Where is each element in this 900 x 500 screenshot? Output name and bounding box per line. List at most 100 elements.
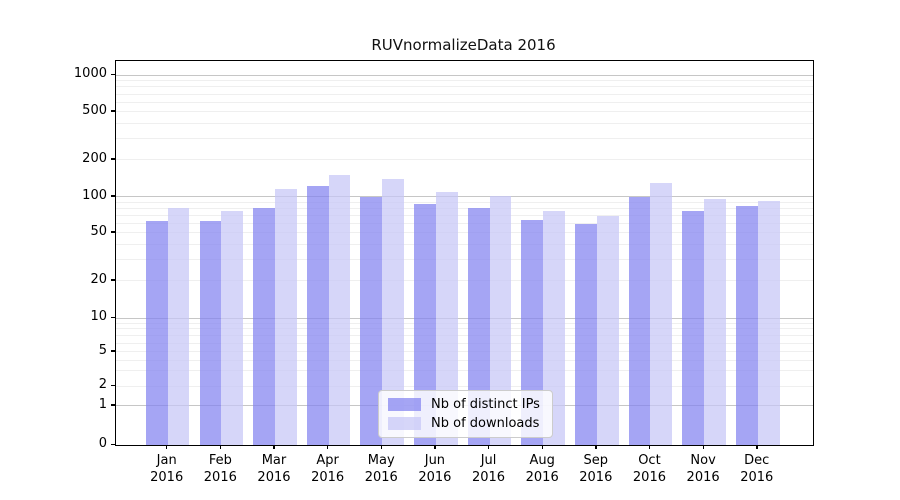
plot-area: Nb of distinct IPs Nb of downloads: [115, 60, 814, 446]
y-tick-50: [111, 231, 115, 233]
gridline-major-10: [116, 317, 813, 319]
legend-swatch-downloads: [388, 417, 421, 430]
bar-distinct-ips-may: [360, 197, 383, 445]
y-tick-label-1000: 1000: [73, 66, 107, 82]
y-tick-label-2: 2: [98, 377, 107, 393]
x-label-year-sep: 2016: [579, 470, 613, 485]
y-tick-1000: [111, 73, 115, 75]
gridline-minor-700: [116, 93, 813, 95]
chart-title: RUVnormalizeData 2016: [371, 36, 556, 54]
y-tick-20: [111, 279, 115, 281]
gridline-minor-7: [116, 334, 813, 336]
gridline-major-100: [116, 196, 813, 198]
x-label-year-jan: 2016: [150, 470, 184, 485]
bar-downloads-aug: [543, 211, 565, 445]
x-tick-label-may: May 2016: [353, 452, 409, 486]
y-tick-label-1: 1: [98, 396, 107, 412]
bar-distinct-ips-sep: [575, 224, 597, 445]
bar-downloads-jun: [435, 191, 458, 445]
x-label-year-dec: 2016: [740, 470, 774, 485]
x-label-year-oct: 2016: [632, 470, 666, 485]
bar-downloads-mar: [274, 188, 297, 445]
x-label-year-apr: 2016: [311, 470, 345, 485]
bar-downloads-nov: [704, 198, 726, 445]
gridline-minor-50: [116, 232, 813, 234]
bar-distinct-ips-aug: [521, 220, 544, 445]
y-tick-0: [111, 443, 115, 445]
gridline-minor-400: [116, 123, 813, 125]
x-label-month-jun: Jun: [424, 453, 446, 468]
bar-downloads-dec: [757, 201, 780, 445]
x-label-year-jun: 2016: [418, 470, 452, 485]
x-tick-sep: [595, 445, 597, 450]
x-label-year-jul: 2016: [471, 470, 506, 485]
legend-swatch-distinct-ips: [388, 398, 421, 411]
y-tick-label-100: 100: [82, 187, 107, 203]
bar-distinct-ips-mar: [253, 208, 275, 445]
x-label-month-nov: Nov: [690, 453, 716, 468]
x-label-year-mar: 2016: [257, 470, 291, 485]
x-label-year-nov: 2016: [686, 470, 720, 485]
y-tick-label-0: 0: [98, 436, 107, 451]
bar-distinct-ips-jun: [414, 203, 436, 445]
x-label-year-feb: 2016: [203, 470, 237, 485]
gridline-minor-3: [116, 370, 813, 372]
legend-item-distinct-ips: Nb of distinct IPs: [388, 397, 540, 412]
y-tick-10: [111, 316, 115, 318]
y-tick-label-10: 10: [90, 309, 107, 324]
legend-item-downloads: Nb of downloads: [388, 416, 540, 431]
gridline-minor-200: [116, 159, 813, 161]
gridline-minor-8: [116, 328, 813, 330]
x-tick-label-nov: Nov 2016: [675, 452, 731, 486]
bar-distinct-ips-oct: [628, 197, 651, 445]
x-tick-label-mar: Mar 2016: [246, 452, 302, 486]
x-tick-jun: [434, 445, 436, 450]
y-tick-2: [111, 384, 115, 386]
bar-downloads-may: [382, 178, 405, 445]
bar-distinct-ips-dec: [735, 206, 758, 445]
x-tick-label-dec: Dec 2016: [729, 452, 785, 486]
x-label-month-jan: Jan: [156, 453, 177, 468]
y-tick-label-200: 200: [82, 150, 107, 166]
bar-distinct-ips-jul: [467, 208, 490, 445]
bar-downloads-oct: [650, 182, 673, 445]
x-tick-label-jun: Jun 2016: [407, 452, 463, 486]
bar-downloads-jan: [167, 208, 190, 445]
y-tick-200: [111, 158, 115, 160]
x-tick-oct: [648, 445, 651, 450]
gridline-minor-300: [116, 138, 813, 140]
gridline-minor-900: [116, 80, 813, 82]
x-tick-may: [380, 445, 383, 450]
x-tick-jan: [166, 445, 168, 450]
gridline-minor-500: [116, 111, 813, 113]
gridline-minor-70: [116, 214, 813, 216]
legend-label-downloads: Nb of downloads: [431, 416, 540, 431]
gridline-minor-30: [116, 259, 813, 261]
bar-distinct-ips-feb: [199, 220, 222, 445]
x-label-month-dec: Dec: [744, 453, 770, 468]
x-tick-nov: [702, 445, 704, 450]
x-tick-apr: [327, 445, 329, 450]
gridline-minor-90: [116, 201, 813, 203]
x-tick-feb: [219, 445, 222, 450]
bar-downloads-sep: [596, 216, 619, 445]
gridline-minor-2: [116, 385, 813, 387]
x-tick-jul: [488, 445, 490, 450]
gridline-minor-80: [116, 207, 813, 209]
gridline-minor-4: [116, 359, 813, 361]
bar-distinct-ips-jan: [145, 220, 168, 445]
x-tick-label-oct: Oct 2016: [621, 452, 677, 486]
legend-label-distinct-ips: Nb of distinct IPs: [431, 397, 540, 412]
x-tick-dec: [756, 445, 758, 450]
x-tick-label-feb: Feb 2016: [192, 452, 248, 486]
y-tick-label-20: 20: [90, 271, 107, 287]
y-tick-5: [111, 350, 115, 352]
bar-downloads-jul: [489, 196, 512, 445]
x-label-month-feb: Feb: [208, 453, 232, 468]
x-label-month-jul: Jul: [480, 453, 497, 468]
bar-downloads-feb: [221, 211, 244, 445]
x-tick-mar: [273, 445, 275, 450]
x-tick-label-jan: Jan 2016: [139, 452, 195, 486]
x-label-month-may: May: [367, 453, 395, 468]
